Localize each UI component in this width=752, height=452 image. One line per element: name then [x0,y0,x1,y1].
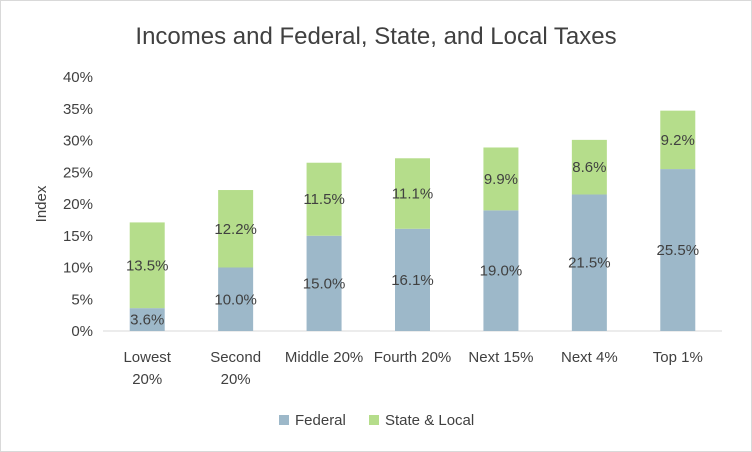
x-category-label: Next 4% [561,349,618,366]
x-category-label: Lowest [123,349,171,366]
bar-segment-federal [395,228,430,331]
data-label: 15.0% [303,275,346,292]
data-label: 11.1% [392,186,433,203]
y-tick-label: 0% [71,323,93,340]
bar-segment-state-local [395,158,430,229]
bar-segment-state-local [571,139,607,195]
legend-label: State & Local [385,412,474,429]
data-label: 25.5% [657,242,700,259]
y-tick-label: 40% [63,69,93,86]
data-label: 9.2% [661,132,695,149]
data-label: 21.5% [568,255,611,272]
data-label: 19.0% [480,263,523,280]
bar-segment-state-local [129,222,165,309]
data-label: 8.6% [572,159,606,176]
y-tick-label: 35% [63,101,93,118]
y-tick-label: 30% [63,133,93,150]
legend-swatch [369,415,379,425]
bar-segment-state-local [483,147,519,211]
bar-segment-federal [129,308,165,331]
bar-segment-state-local [306,162,342,236]
x-category-label: Fourth 20% [374,349,452,366]
data-label: 9.9% [484,171,518,188]
x-category-label: Next 15% [468,349,533,366]
legend-swatch [279,415,289,425]
data-label: 12.2% [214,221,257,238]
y-tick-label: 15% [63,228,93,245]
legend: Federal State & Local [279,412,474,429]
x-category-label: Second [210,349,261,366]
category-labels: Lowest 20% Second 20% Middle 20% Fourth 20% Ne… [123,349,702,388]
y-tick-label: 10% [63,260,93,277]
legend-label: Federal [295,412,346,429]
y-tick-label: 25% [63,164,93,181]
bar-segment-federal [218,267,254,331]
chart-title: Incomes and Federal, State, and Local Ta… [135,23,616,50]
bar-segment-state-local [660,110,696,170]
x-category-label: Middle 20% [285,349,363,366]
data-label: 3.6% [130,312,164,329]
bar-segment-federal [571,194,607,331]
bar-segment-federal [660,169,696,331]
y-axis-label: Index [33,185,50,222]
bar-segment-state-local [218,190,254,268]
bar-segment-federal [306,235,342,331]
data-label: 10.0% [214,291,257,308]
data-label: 13.5% [126,257,169,274]
data-label: 11.5% [303,191,344,208]
x-category-label: Top 1% [653,349,703,366]
bar-segment-federal [483,210,519,331]
y-tick-label: 5% [71,291,93,308]
x-category-label: 20% [221,371,251,388]
bars-group: 3.6% 13.5% 10.0% 12.2% 15.0% 11.5% 16.1% 11.1% 1… [126,110,700,331]
x-category-label: 20% [132,371,162,388]
y-axis-ticks: 0% 5% 10% 15% 20% 25% 30% 35% 40% [63,69,93,340]
y-tick-label: 20% [63,196,93,213]
data-label: 16.1% [391,272,434,289]
